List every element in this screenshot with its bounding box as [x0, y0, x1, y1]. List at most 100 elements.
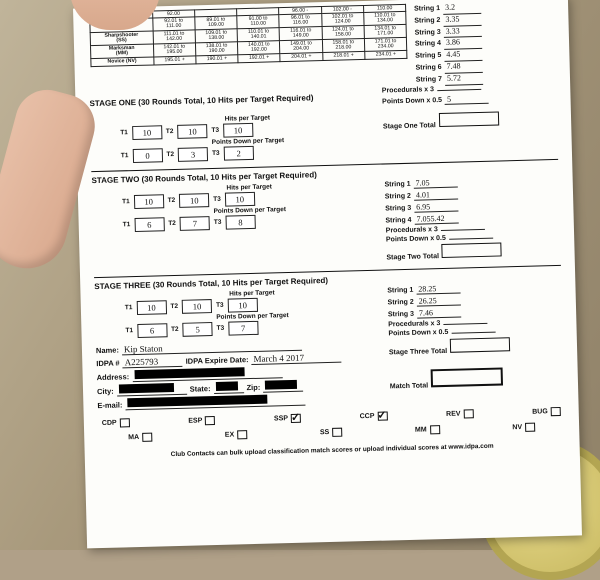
s2-pd-t2: 7 [180, 216, 210, 231]
string-value: 7.46 [417, 307, 461, 318]
division-checkbox[interactable] [291, 413, 301, 422]
t2-label: T2 [171, 326, 179, 333]
s1-hits-t2: 10 [177, 124, 207, 139]
stage-two-total-label: Stage Two Total [386, 253, 439, 261]
match-total-box [431, 367, 503, 387]
t2-label: T2 [168, 220, 176, 227]
string-label: String 3 [415, 28, 441, 38]
division-label: BUG [532, 408, 548, 415]
t3-label: T3 [211, 127, 219, 134]
string-label: String 7 [416, 75, 442, 85]
division-label: ESP [188, 417, 202, 424]
string-value: 4.01 [414, 189, 458, 200]
string-label: String 6 [415, 63, 441, 73]
t1-label: T1 [125, 304, 133, 311]
idpa-label: IDPA # [96, 358, 120, 368]
t3-label: T3 [217, 325, 225, 332]
string-value: 7.055.42 [414, 213, 458, 224]
division-checkbox[interactable] [205, 416, 215, 425]
string-value: 7.05 [413, 177, 457, 188]
string-label: String 2 [414, 16, 440, 26]
s3-hits-t2: 10 [182, 299, 212, 314]
procedurals-label: Procedurals x 3 [382, 86, 434, 94]
string-label: String 2 [385, 192, 411, 200]
s1-pd-t3: 2 [223, 145, 253, 160]
t2-label: T2 [166, 151, 174, 158]
idpa-value: A225793 [122, 355, 182, 368]
s1-pd-t1: 0 [132, 148, 162, 163]
division-checkbox[interactable] [237, 430, 247, 439]
stage-one-total-box [438, 111, 498, 127]
procedurals-label: Procedurals x 3 [388, 320, 440, 328]
s1-pd-t2: 3 [178, 147, 208, 162]
classification-table: Master (MA)92.0096.00 -102.00 -110.00Exp… [89, 4, 408, 67]
s2-pdx-value [449, 237, 493, 239]
stage-one-total-label: Stage One Total [383, 122, 436, 130]
s2-pd-t1: 6 [134, 217, 164, 232]
division-checkbox[interactable] [525, 422, 535, 431]
string-label: String 5 [415, 51, 441, 61]
footer-text: Club Contacts can bulk upload classifica… [99, 440, 566, 459]
s3-pd-t1: 6 [137, 323, 167, 338]
s3-proc-value [443, 322, 487, 324]
division-checkbox[interactable] [551, 407, 561, 416]
division-checkbox[interactable] [120, 418, 130, 427]
string-label: String 1 [387, 286, 413, 294]
s3-hits-t1: 10 [136, 300, 166, 315]
division-label: SS [320, 429, 330, 436]
division-label: MA [128, 434, 139, 441]
s2-pd-t3: 8 [225, 214, 255, 229]
expire-label: IDPA Expire Date: [186, 355, 249, 366]
s1-proc-value [437, 88, 481, 90]
s1-hits-t3: 10 [223, 122, 253, 137]
zip-value [263, 379, 303, 392]
t2-label: T2 [166, 128, 174, 135]
division-label: MM [415, 426, 427, 433]
division-checkbox[interactable] [142, 432, 152, 441]
email-value [125, 393, 305, 410]
address-label: Address: [97, 372, 130, 382]
string-value: 4.45 [444, 49, 482, 62]
state-label: State: [190, 384, 211, 394]
stage-three-total-label: Stage Three Total [389, 347, 447, 356]
pdx-label: Points Down x 0.5 [382, 97, 442, 106]
division-checkbox[interactable] [332, 427, 342, 436]
s2-hits-t2: 10 [179, 193, 209, 208]
string-value: 3.35 [443, 14, 481, 27]
t1-label: T1 [121, 152, 129, 159]
s1-pdx-value: 5 [445, 93, 489, 104]
t2-label: T2 [168, 197, 176, 204]
s3-hits-t3: 10 [227, 297, 257, 312]
city-value [117, 382, 187, 396]
state-value [213, 381, 243, 394]
t2-label: T2 [170, 303, 178, 310]
string-value: 6.95 [414, 201, 458, 212]
division-label: CCP [360, 412, 375, 419]
string-value: 3.2 [443, 2, 481, 15]
division-checkbox[interactable] [377, 411, 387, 420]
name-label: Name: [96, 345, 119, 355]
t1-label: T1 [122, 198, 130, 205]
city-label: City: [97, 386, 114, 395]
division-checkbox[interactable] [463, 409, 473, 418]
stage-two-total-box [442, 242, 502, 258]
t1-label: T1 [123, 221, 131, 228]
division-label: NV [512, 424, 522, 431]
t1-label: T1 [120, 129, 128, 136]
division-label: SSP [274, 415, 288, 422]
t3-label: T3 [214, 219, 222, 226]
t1-label: T1 [125, 327, 133, 334]
string-label: String 3 [385, 204, 411, 212]
division-checkbox[interactable] [430, 425, 440, 434]
zip-label: Zip: [246, 382, 260, 391]
t3-label: T3 [216, 302, 224, 309]
scoresheet-paper: Master (MA)92.0096.00 -102.00 -110.00Exp… [73, 0, 582, 548]
top-strings-block: String 13.2String 23.35String 33.33Strin… [414, 0, 556, 86]
string-label: String 1 [414, 4, 440, 14]
email-label: E-mail: [97, 400, 122, 410]
string-label: String 1 [384, 180, 410, 188]
s3-pd-t3: 7 [228, 320, 258, 335]
string-label: String 4 [385, 216, 411, 224]
stage-one-title: STAGE ONE (30 Rounds Total, 10 Hits per … [89, 91, 374, 107]
match-total-label: Match Total [390, 382, 429, 390]
